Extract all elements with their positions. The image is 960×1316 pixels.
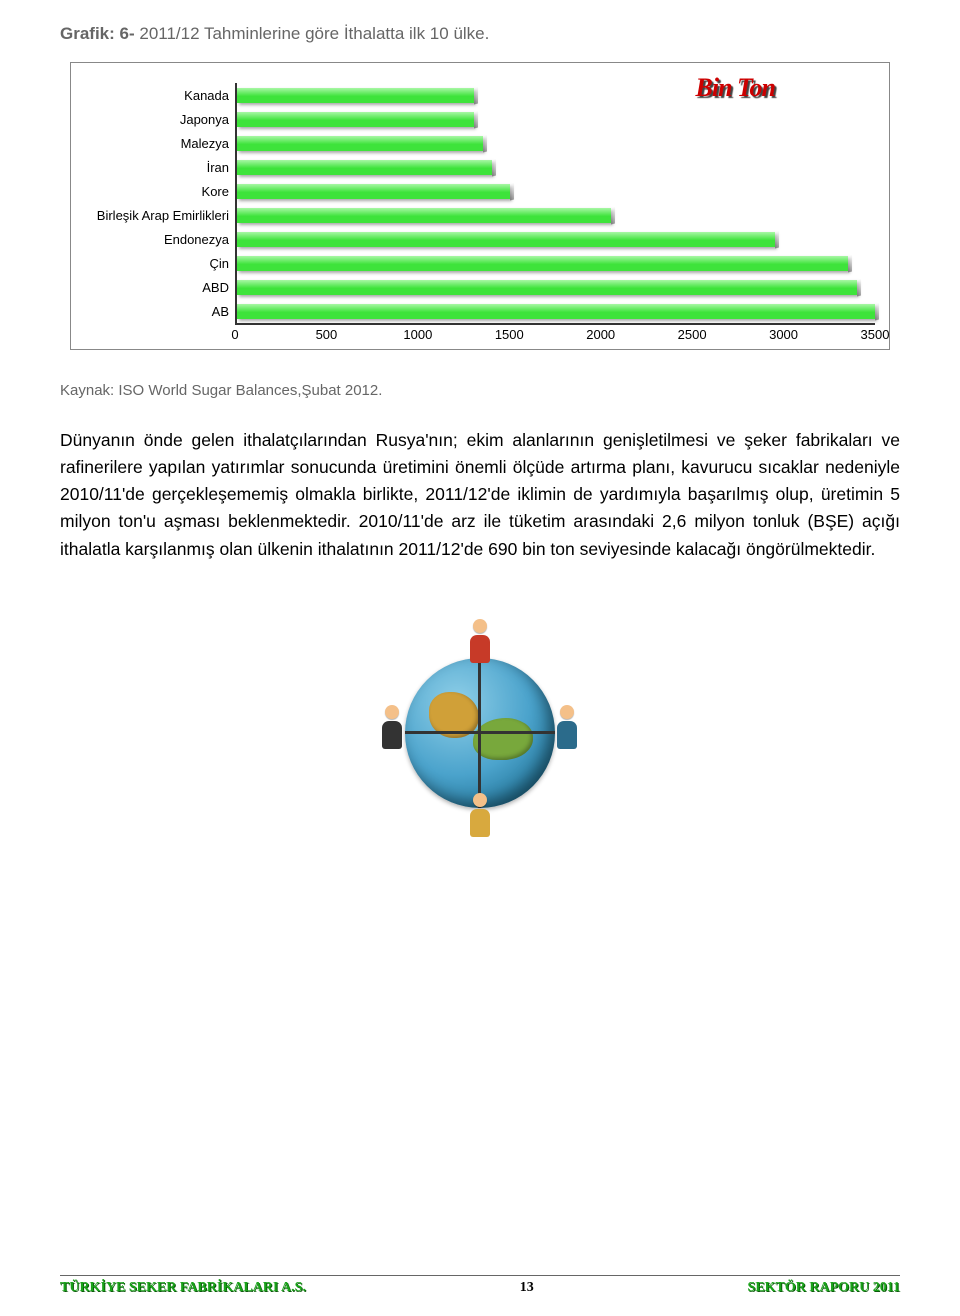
x-tick: 1000 — [403, 327, 432, 342]
x-tick: 500 — [316, 327, 338, 342]
x-tick: 3000 — [769, 327, 798, 342]
footer-left: TÜRKİYE SEKER FABRİKALARI A.S. — [60, 1280, 306, 1296]
bar — [237, 208, 611, 223]
chart-rows: Kanada Japonya Malezya İran Kore Birleşik Ara… — [85, 77, 875, 323]
page-footer: TÜRKİYE SEKER FABRİKALARI A.S. 13 SEKTÖR… — [60, 1275, 900, 1296]
x-tick: 0 — [231, 327, 238, 342]
chart-row: AB — [85, 299, 875, 323]
bar-area — [235, 251, 875, 275]
bar-label: Endonezya — [85, 232, 235, 247]
bar-area — [235, 203, 875, 227]
bar-area — [235, 179, 875, 203]
bar-label: Birleşik Arap Emirlikleri — [85, 208, 235, 223]
x-tick: 2500 — [678, 327, 707, 342]
footer-page-number: 13 — [520, 1280, 534, 1296]
bar — [237, 280, 857, 295]
chart-title: Grafik: 6- 2011/12 Tahminlerine göre İth… — [60, 24, 900, 44]
bar — [237, 136, 483, 151]
body-paragraph: Dünyanın önde gelen ithalatçılarından Ru… — [60, 427, 900, 563]
chart-row: Çin — [85, 251, 875, 275]
x-tick: 1500 — [495, 327, 524, 342]
chart-title-prefix: Grafik: 6- — [60, 24, 135, 43]
bar — [237, 232, 775, 247]
x-axis: 0500100015002000250030003500 — [85, 323, 875, 347]
x-tick: 3500 — [861, 327, 890, 342]
chart-row: Malezya — [85, 131, 875, 155]
bar — [237, 112, 474, 127]
bar-label: Kanada — [85, 88, 235, 103]
bar — [237, 88, 474, 103]
chart-row: Birleşik Arap Emirlikleri — [85, 203, 875, 227]
chart-row: Endonezya — [85, 227, 875, 251]
x-tick: 2000 — [586, 327, 615, 342]
bar-label: ABD — [85, 280, 235, 295]
bar-area — [235, 131, 875, 155]
bar-label: Japonya — [85, 112, 235, 127]
axis-unit-label: Bin Ton — [696, 73, 775, 103]
chart-row: ABD — [85, 275, 875, 299]
chart-row: Japonya — [85, 107, 875, 131]
bar-label: Kore — [85, 184, 235, 199]
chart-title-rest: 2011/12 Tahminlerine göre İthalatta ilk … — [135, 24, 490, 43]
bar — [237, 256, 848, 271]
bar-label: AB — [85, 304, 235, 319]
bar-area — [235, 299, 875, 323]
chart-row: İran — [85, 155, 875, 179]
footer-right: SEKTÖR RAPORU 2011 — [748, 1280, 900, 1296]
bar-label: Malezya — [85, 136, 235, 151]
bar-area — [235, 227, 875, 251]
source-text: Kaynak: ISO World Sugar Balances,Şubat 2… — [60, 382, 900, 399]
bar-area — [235, 83, 875, 107]
chart-row: Kore — [85, 179, 875, 203]
bar-label: İran — [85, 160, 235, 175]
chart-container: Bin Ton Kanada Japonya Malezya İran Kore Birl… — [70, 62, 890, 350]
bar-area — [235, 275, 875, 299]
bar-area — [235, 155, 875, 179]
bar — [237, 160, 492, 175]
globe-illustration — [60, 633, 900, 838]
bar — [237, 184, 510, 199]
bar — [237, 304, 875, 319]
bar-label: Çin — [85, 256, 235, 271]
bar-area — [235, 107, 875, 131]
